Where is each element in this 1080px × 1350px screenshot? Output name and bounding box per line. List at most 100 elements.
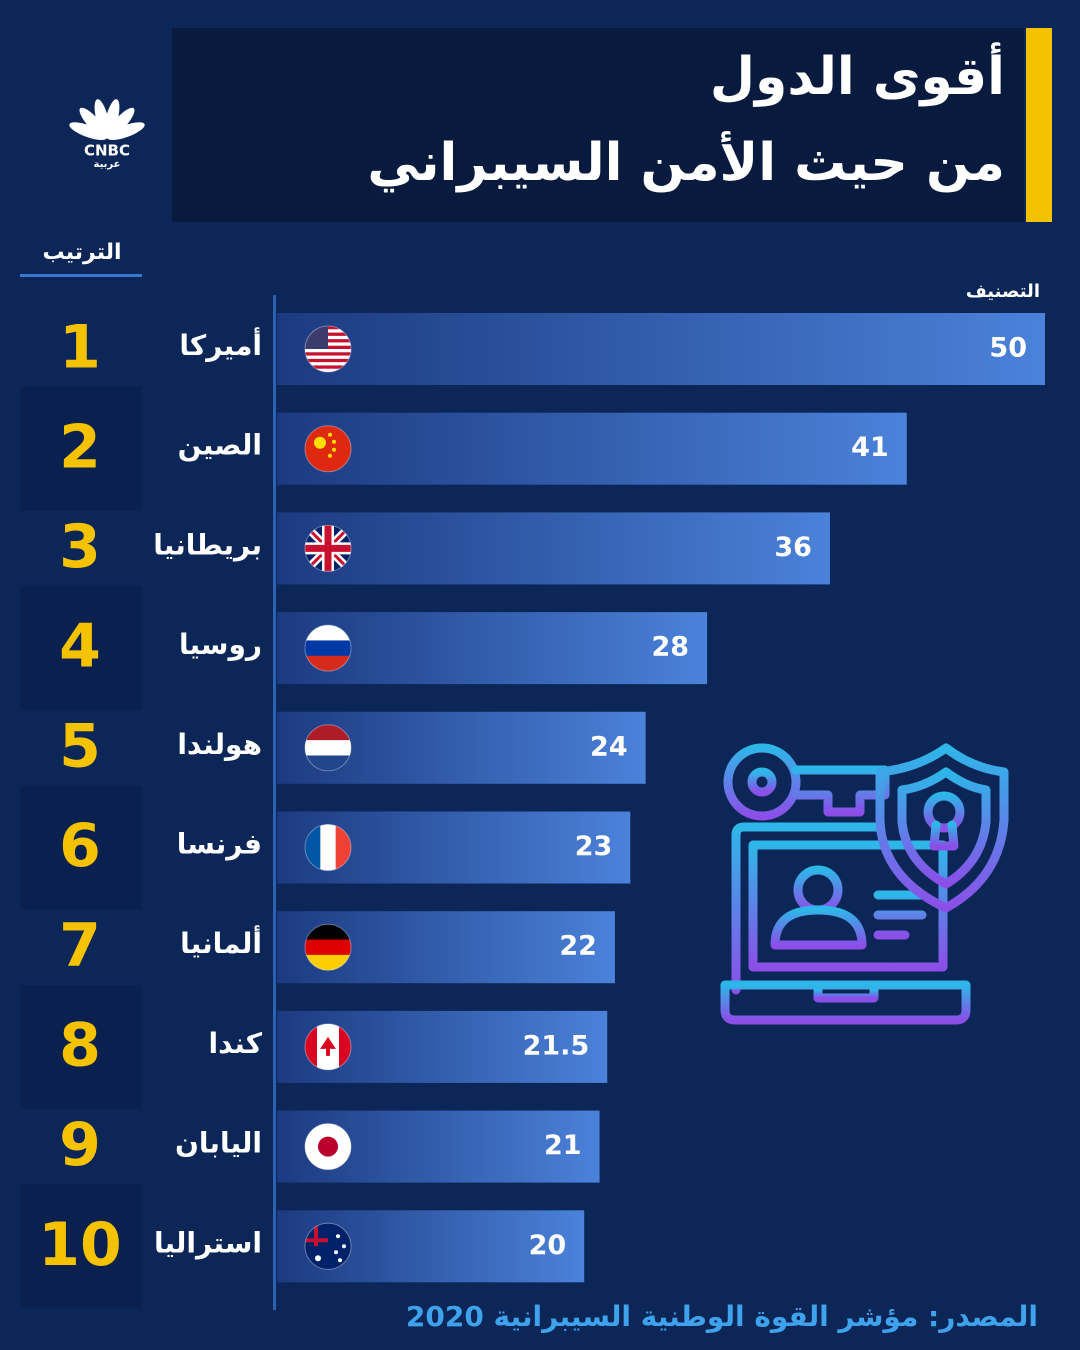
flag-part (305, 352, 351, 357)
logo-brand: CNBC (84, 142, 130, 160)
rank-box (20, 785, 142, 910)
title-accent (1026, 28, 1052, 222)
flag-ring (304, 325, 352, 373)
flag-part (320, 824, 337, 871)
axis-line (273, 295, 276, 1310)
value-label: 50 (989, 333, 1027, 364)
rank-underline (20, 274, 142, 277)
flag-ring (304, 524, 352, 572)
rank-box (20, 1184, 142, 1309)
flag-part (336, 1234, 340, 1239)
value-label: 21.5 (523, 1030, 590, 1061)
flag-part (335, 824, 351, 871)
flag (305, 1123, 351, 1170)
category-label: الصين (178, 429, 262, 462)
rank-number: 1 (59, 313, 101, 383)
flag-part (334, 1250, 338, 1255)
title-line: من حيث الأمن السيبراني (367, 130, 1005, 193)
rank-number: 9 (59, 1110, 101, 1180)
rank-number: 6 (59, 811, 101, 881)
category-label: كندا (209, 1027, 263, 1060)
flag-part (305, 365, 351, 370)
flag-part (305, 755, 351, 771)
category-label: أميركا (179, 327, 262, 362)
flag-part (305, 724, 351, 741)
flag (305, 425, 351, 472)
flag-part (305, 362, 351, 366)
security-icon (720, 743, 1009, 1025)
flag-part (305, 525, 351, 572)
category-label: استراليا (154, 1226, 262, 1259)
flag (305, 824, 351, 871)
flag-part (305, 1223, 328, 1247)
flag-part (305, 625, 351, 641)
flag-ring (304, 923, 352, 971)
rank-number: 5 (59, 711, 101, 781)
flag-part (305, 349, 351, 353)
value-header: التصنيف (966, 281, 1040, 302)
value-label: 23 (575, 831, 613, 862)
flag-part (305, 954, 351, 971)
flag-part (305, 655, 351, 672)
rank-box (20, 586, 142, 711)
value-label: 41 (851, 432, 889, 463)
flag (305, 625, 351, 672)
flag-part (332, 447, 336, 452)
title-box (172, 28, 1024, 222)
flag-part (342, 1244, 346, 1249)
bar (277, 512, 830, 585)
category-label: ألمانيا (180, 925, 262, 960)
flag-part (305, 358, 351, 363)
flag (305, 724, 351, 771)
rank-box (20, 984, 142, 1109)
rank-number: 10 (38, 1210, 122, 1280)
category-label: هولندا (177, 728, 262, 761)
flag-part (305, 425, 351, 472)
value-label: 22 (559, 931, 597, 962)
value-label: 24 (590, 731, 628, 762)
flag-part (328, 453, 332, 458)
flag-ring (304, 724, 352, 772)
flag-part (314, 436, 326, 449)
flag-ring (304, 1023, 352, 1071)
flag-part (315, 1255, 321, 1262)
flag-part (320, 1036, 336, 1056)
logo: CNBC عربية (69, 99, 145, 170)
flag-ring (304, 824, 352, 871)
rank-number: 3 (59, 512, 101, 582)
category-label: فرنسا (177, 828, 262, 861)
rank-box (20, 386, 142, 511)
title-line: أقوى الدول (710, 42, 1005, 107)
flag-part (332, 439, 336, 444)
rank-header: الترتيب (43, 240, 122, 265)
flag-part (305, 740, 351, 756)
category-label: اليابان (175, 1127, 262, 1160)
flag (305, 924, 351, 971)
flag (305, 1223, 351, 1270)
flag-ring (304, 624, 352, 672)
flag-part (338, 1258, 342, 1263)
value-label: 20 (529, 1230, 567, 1261)
flag-part (305, 368, 351, 372)
rank-number: 7 (59, 911, 101, 981)
rank-number: 2 (59, 412, 101, 482)
flag (305, 525, 351, 572)
source: المصدر: مؤشر القوة الوطنية السيبرانية 20… (406, 1300, 1038, 1333)
category-label: بريطانيا (153, 528, 262, 561)
value-label: 36 (774, 532, 812, 563)
flag-ring (304, 1123, 352, 1171)
bar (277, 313, 1045, 385)
value-label: 28 (652, 632, 690, 663)
logo-sub: عربية (94, 159, 121, 170)
category-label: روسيا (179, 628, 262, 661)
flag-part (318, 1136, 338, 1157)
flag-ring (304, 1222, 352, 1270)
bar (277, 412, 907, 485)
flag-part (328, 432, 332, 437)
flag-ring (304, 425, 352, 473)
flag-part (305, 640, 351, 657)
flag-part (305, 824, 321, 871)
rank-number: 4 (59, 612, 101, 682)
